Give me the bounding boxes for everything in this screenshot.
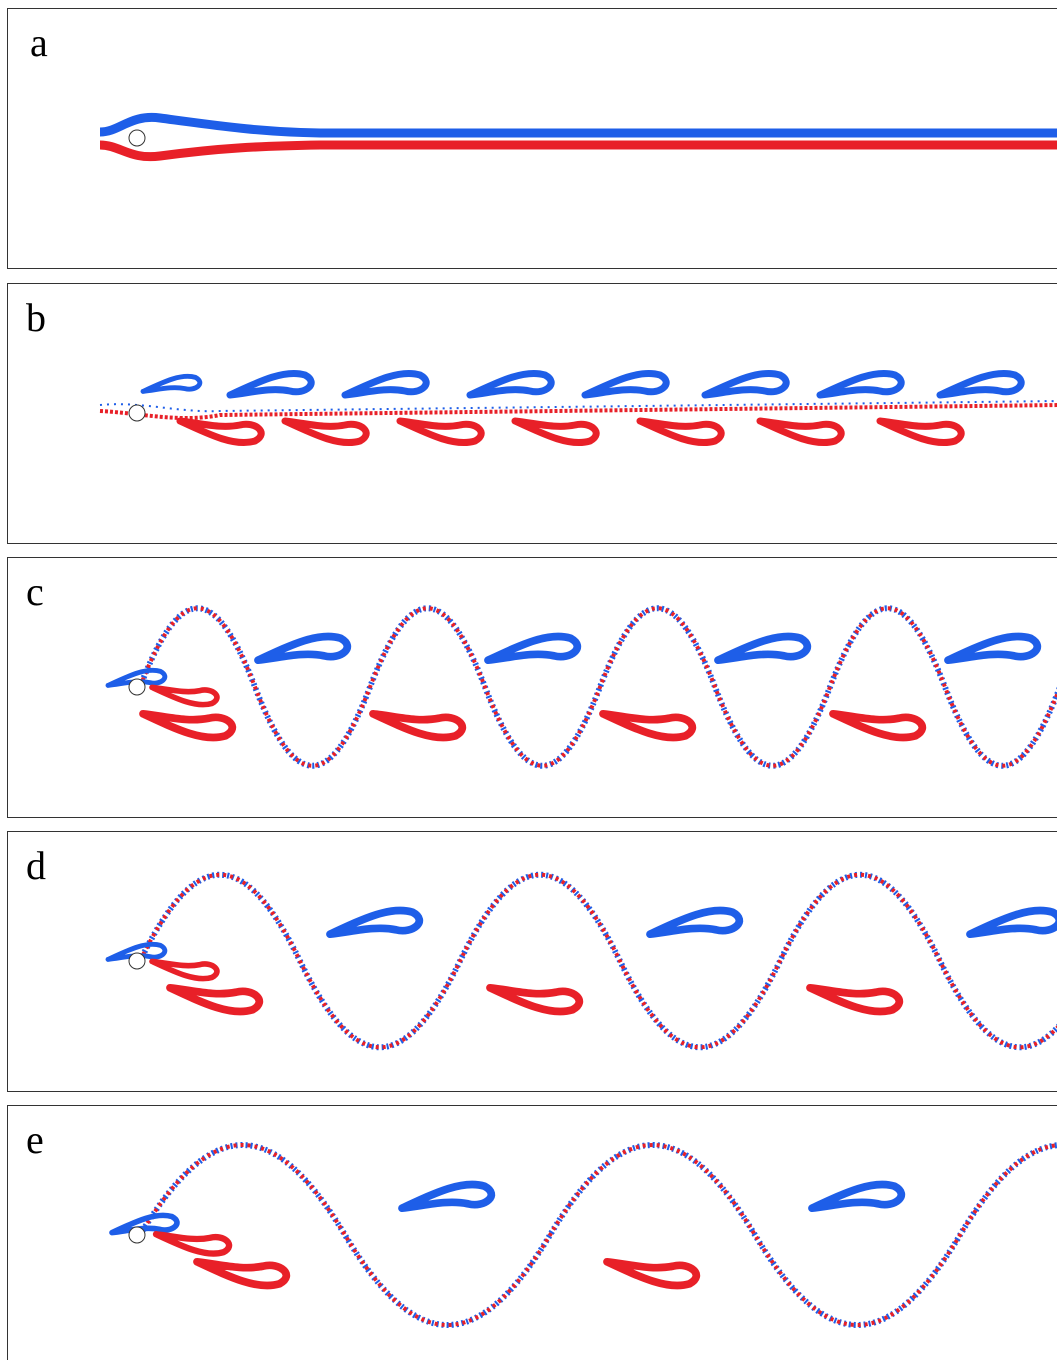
vortex: [636, 417, 725, 447]
vortex: [254, 632, 352, 665]
vortex: [714, 632, 812, 665]
vortex: [341, 369, 430, 399]
panel-label: a: [30, 20, 48, 65]
vortex: [944, 632, 1042, 665]
streak-blue: [137, 605, 1057, 769]
panel-label: d: [26, 843, 46, 888]
cylinder: [128, 678, 146, 696]
streak-red: [138, 1143, 1057, 1327]
cylinder: [128, 129, 146, 147]
panel-label: c: [26, 569, 44, 614]
vortex: [876, 417, 965, 447]
vortex: [369, 709, 467, 742]
panel-frame: [7, 1105, 1057, 1360]
cylinder: [128, 1226, 146, 1244]
streak-red: [138, 872, 1057, 1050]
streak-blue: [99, 400, 1057, 413]
vortex: [398, 1180, 496, 1213]
vortex: [808, 1180, 906, 1213]
vortex: [149, 958, 220, 982]
vortex: [105, 667, 168, 688]
vortex: [152, 1231, 233, 1257]
vortex: [581, 369, 670, 399]
vortex: [281, 417, 370, 447]
streak-red: [99, 403, 1057, 421]
vortex: [756, 417, 845, 447]
vortex: [326, 906, 424, 939]
vortex: [149, 684, 220, 708]
vortex: [396, 417, 485, 447]
vortex: [166, 983, 264, 1016]
panel-frame: [7, 8, 1057, 269]
panel-d: d: [7, 831, 1057, 1092]
vortex: [701, 369, 790, 399]
cylinder: [128, 404, 146, 422]
vortex: [193, 1257, 291, 1290]
streak-red: [99, 140, 1057, 162]
vortex: [936, 369, 1025, 399]
vortex: [176, 417, 265, 447]
vortex: [105, 941, 168, 962]
panel-frame: [7, 283, 1057, 544]
vortex: [139, 709, 237, 742]
vortex: [806, 983, 904, 1016]
vortex: [829, 709, 927, 742]
panel-frame: [7, 557, 1057, 818]
vortex: [603, 1257, 701, 1290]
vortex: [646, 906, 744, 939]
vortex: [599, 709, 697, 742]
vortex: [140, 373, 203, 394]
panel-label: e: [26, 1117, 44, 1162]
vortex: [226, 369, 315, 399]
streak-blue: [99, 112, 1057, 138]
vortex: [484, 632, 582, 665]
vortex: [466, 369, 555, 399]
panel-e: e: [7, 1105, 1057, 1360]
vortex: [816, 369, 905, 399]
panel-label: b: [26, 295, 46, 340]
vortex: [486, 983, 584, 1016]
vortex: [966, 906, 1057, 939]
vortex: [511, 417, 600, 447]
panel-b: b: [7, 283, 1057, 544]
panel-a: a: [7, 8, 1057, 269]
panel-c: c: [7, 557, 1057, 818]
cylinder: [128, 952, 146, 970]
